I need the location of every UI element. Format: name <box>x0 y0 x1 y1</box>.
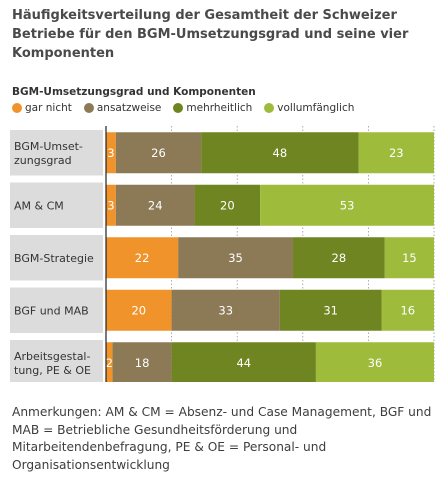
data-label: 35 <box>228 251 243 265</box>
bar-segment <box>171 289 280 331</box>
legend-item: mehrheitlich <box>173 102 252 114</box>
bar-segment <box>106 237 179 279</box>
data-label: 48 <box>273 146 288 160</box>
data-label: 26 <box>151 146 166 160</box>
bar-segment <box>115 184 195 226</box>
bar-segment <box>292 237 385 279</box>
bar-segment <box>358 132 434 174</box>
bar-segment <box>171 342 316 382</box>
bar-segment <box>106 132 116 174</box>
bar-segment <box>106 342 113 382</box>
legend-item: ansatzweise <box>83 102 162 114</box>
data-label: 53 <box>340 198 355 212</box>
row-label-background <box>10 182 103 228</box>
data-label: 15 <box>402 251 417 265</box>
bar-segment <box>201 132 359 174</box>
data-label: 16 <box>400 303 415 317</box>
data-label: 36 <box>368 356 383 370</box>
legend-marker <box>83 103 94 113</box>
legend-label: gar nicht <box>25 102 72 114</box>
legend-label: ansatzweise <box>96 102 162 114</box>
bar-segment <box>115 132 202 174</box>
bar-segment <box>106 184 116 226</box>
row-label-background <box>10 130 103 176</box>
bar-segment <box>112 342 172 382</box>
data-label: 20 <box>220 198 235 212</box>
chart-title: Häufigkeitsverteilung der Gesamtheit der… <box>12 8 409 61</box>
legend-label: vollumfänglich <box>277 102 355 114</box>
bar-segment <box>315 342 434 382</box>
data-label: 24 <box>148 198 163 212</box>
legend-marker <box>264 103 275 113</box>
data-label: 3 <box>107 146 114 160</box>
data-label: 28 <box>332 251 347 265</box>
data-label: 18 <box>135 356 150 370</box>
category-label: Arbeitsgestal-tung, PE & OE <box>14 350 91 377</box>
bar-segment <box>384 237 434 279</box>
category-label: BGM-Strategie <box>14 252 94 265</box>
data-label: 22 <box>135 251 150 265</box>
chart-note: Anmerkungen: AM & CM = Absenz- und Case … <box>12 405 432 472</box>
legend-item: vollumfänglich <box>264 102 354 114</box>
bar-segment <box>381 289 434 331</box>
data-label: 3 <box>107 198 114 212</box>
data-label: 20 <box>131 303 146 317</box>
data-label: 31 <box>323 303 338 317</box>
bar-segment <box>178 237 293 279</box>
legend-item: gar nicht <box>12 102 72 114</box>
legend-marker <box>173 103 184 113</box>
category-label: BGM-Umset-zungsgrad <box>14 140 83 167</box>
row-label-background <box>10 235 103 281</box>
row-label-background <box>10 340 103 382</box>
data-label: 23 <box>389 146 404 160</box>
category-label: AM & CM <box>14 199 64 212</box>
stacked-bar-chart: BGM-Umset-zungsgrad 3 26 48 23 AM & CM 3 24 20 53… <box>10 126 435 382</box>
row-label-background <box>10 287 103 333</box>
legend-title: BGM-Umsetzungsgrad und Komponenten <box>12 86 256 98</box>
data-label: 33 <box>218 303 233 317</box>
legend-marker <box>12 103 22 113</box>
chart-legend: gar nicht ansatzweise mehrheitlich vollumfä… <box>12 102 354 114</box>
legend-label: mehrheitlich <box>186 102 253 114</box>
bar-segment <box>279 289 382 331</box>
bar-segment <box>194 184 261 226</box>
category-label: BGF und MAB <box>14 304 89 317</box>
data-label: 44 <box>236 356 251 370</box>
data-label: 2 <box>106 356 113 370</box>
bar-segment <box>260 184 434 226</box>
bar-segment <box>106 289 172 331</box>
